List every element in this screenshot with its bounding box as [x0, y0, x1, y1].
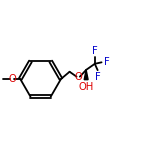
Polygon shape	[84, 70, 88, 80]
Text: O: O	[8, 74, 16, 84]
Text: F: F	[104, 57, 109, 67]
Text: F: F	[92, 46, 98, 55]
Text: O: O	[74, 72, 82, 82]
Text: F: F	[95, 72, 101, 82]
Text: OH: OH	[79, 82, 94, 92]
